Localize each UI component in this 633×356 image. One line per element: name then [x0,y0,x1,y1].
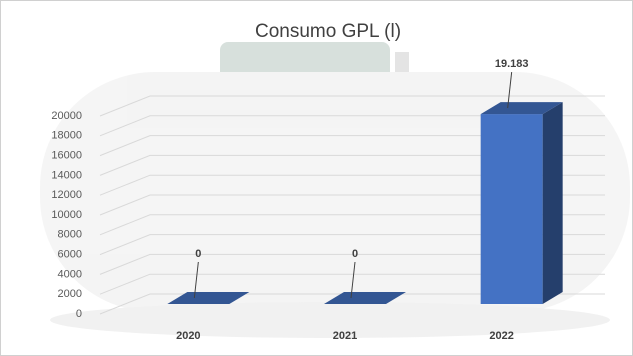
y-tick-label: 8000 [58,229,82,241]
label-leader [193,261,199,299]
value-label: 0 [195,248,201,260]
grid-line [99,95,605,117]
y-tick-label: 0 [76,308,82,320]
y-tick-label: 10000 [51,209,82,221]
y-tick-label: 6000 [58,249,82,261]
grid-line [99,214,605,236]
grid-line [99,253,605,275]
grid-line [99,174,605,196]
y-tick-label: 2000 [58,288,82,300]
y-tick-label: 20000 [51,110,82,122]
x-tick-label: 2022 [489,330,513,342]
grid-line [99,234,605,256]
label-leader [507,72,513,109]
y-tick-label: 18000 [51,130,82,142]
grid-line [99,273,605,295]
bar-front [480,114,543,304]
y-tick-label: 12000 [51,189,82,201]
grid-line [99,115,605,137]
bar-side [542,102,563,304]
grid-line [99,293,605,315]
tank-shadow [50,302,610,338]
grid-line [99,154,605,176]
x-tick-label: 2021 [333,330,357,342]
value-label: 0 [352,248,358,260]
y-tick-label: 14000 [51,169,82,181]
value-label: 19.183 [495,58,529,70]
bar-top [167,292,250,304]
bar-top [324,292,406,304]
y-tick-label: 16000 [51,150,82,162]
y-tick-label: 4000 [58,268,82,280]
grid-line [99,194,605,216]
bar-top [480,102,563,115]
chart-title: Consumo GPL (l) [255,21,401,42]
x-tick-label: 2020 [176,330,200,342]
grid-line [99,135,605,157]
label-leader [350,261,356,299]
